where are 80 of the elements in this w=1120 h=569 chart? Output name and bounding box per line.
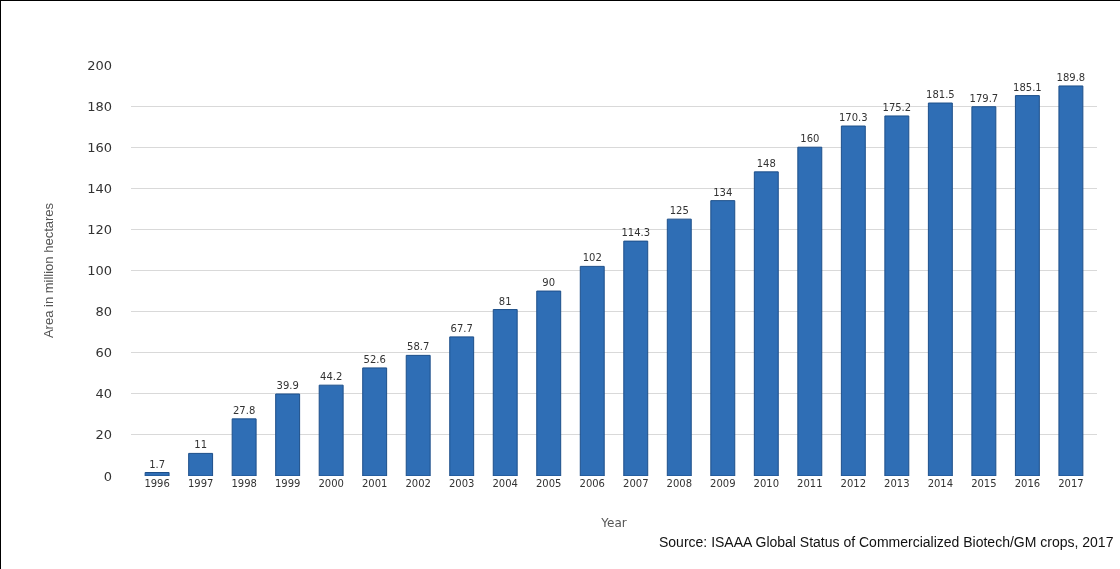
data-label: 39.9 <box>276 380 299 392</box>
y-axis-title: Area in million hectares <box>41 202 57 339</box>
bar <box>492 309 518 476</box>
bar <box>710 200 736 476</box>
bar <box>927 102 953 476</box>
bar <box>405 354 431 476</box>
x-tick-label: 2004 <box>492 478 518 489</box>
bar <box>449 336 475 476</box>
bar <box>884 115 910 476</box>
x-tick-label: 2013 <box>884 478 910 489</box>
x-tick-label: 1996 <box>144 478 170 489</box>
y-tick-label: 100 <box>87 263 112 279</box>
data-label: 125 <box>669 205 689 217</box>
data-label: 189.8 <box>1056 71 1086 83</box>
y-tick-label: 80 <box>95 304 112 320</box>
data-label: 160 <box>800 133 820 145</box>
bar <box>753 171 779 476</box>
x-tick-label: 2012 <box>840 478 867 489</box>
bar <box>188 452 214 476</box>
data-label: 170.3 <box>839 112 868 124</box>
x-axis-title: Year <box>600 515 627 530</box>
x-tick-label: 1998 <box>231 478 257 489</box>
x-tick-label: 2009 <box>710 478 736 489</box>
x-tick-label: 2007 <box>623 478 649 489</box>
source-note: Source: ISAAA Global Status of Commercialized Biotech/GM crops, 2017 <box>659 534 1114 550</box>
y-tick-label: 60 <box>95 345 112 361</box>
bar <box>362 367 388 476</box>
data-label: 148 <box>756 157 776 169</box>
y-tick-label: 140 <box>87 180 112 196</box>
bar <box>971 106 997 476</box>
x-tick-label: 2001 <box>361 478 388 489</box>
x-tick-label: 2017 <box>1058 478 1084 489</box>
data-label: 81 <box>498 295 512 307</box>
x-tick-label: 1997 <box>187 478 214 489</box>
x-tick-label: 2000 <box>318 478 344 489</box>
bar <box>623 240 649 476</box>
data-label: 1.7 <box>149 458 166 470</box>
data-label: 67.7 <box>450 322 473 334</box>
bar <box>231 418 257 476</box>
bar <box>666 218 692 476</box>
bar <box>1058 85 1084 476</box>
bar <box>275 393 301 476</box>
data-label: 102 <box>582 252 602 264</box>
x-tick-label: 2003 <box>448 478 475 489</box>
data-label: 181.5 <box>926 89 955 101</box>
bar <box>318 384 344 476</box>
y-tick-label: 120 <box>87 221 112 237</box>
data-label: 175.2 <box>882 101 912 113</box>
y-tick-label: 20 <box>95 427 112 443</box>
x-tick-label: 2002 <box>405 478 431 489</box>
bar <box>1014 95 1040 476</box>
bar <box>144 472 170 476</box>
bar <box>536 290 562 476</box>
data-label: 179.7 <box>969 92 999 104</box>
data-label: 58.7 <box>407 341 430 353</box>
x-tick-label: 2011 <box>797 478 823 489</box>
data-label: 185.1 <box>1013 81 1042 93</box>
bar <box>840 125 866 476</box>
data-label: 90 <box>542 277 556 289</box>
bar <box>797 146 823 476</box>
y-tick-label: 180 <box>87 98 112 114</box>
y-tick-label: 40 <box>95 386 112 402</box>
x-tick-label: 2015 <box>971 478 997 489</box>
x-tick-label: 2008 <box>666 478 692 489</box>
y-tick-label: 200 <box>87 57 112 73</box>
data-label: 52.6 <box>363 353 386 365</box>
data-label: 114.3 <box>621 227 651 239</box>
x-tick-label: 1999 <box>274 478 301 489</box>
data-label: 44.2 <box>320 371 343 383</box>
x-tick-label: 2016 <box>1014 478 1041 489</box>
y-tick-label: 0 <box>103 468 112 484</box>
x-tick-label: 2014 <box>927 478 954 489</box>
bar <box>579 265 605 476</box>
x-tick-label: 2006 <box>579 478 605 489</box>
data-label: 134 <box>713 186 733 198</box>
data-label: 27.8 <box>233 404 256 416</box>
data-label: 11 <box>194 439 207 451</box>
x-tick-label: 2010 <box>753 478 780 489</box>
y-tick-label: 160 <box>87 139 112 155</box>
x-tick-label: 2005 <box>536 478 562 489</box>
